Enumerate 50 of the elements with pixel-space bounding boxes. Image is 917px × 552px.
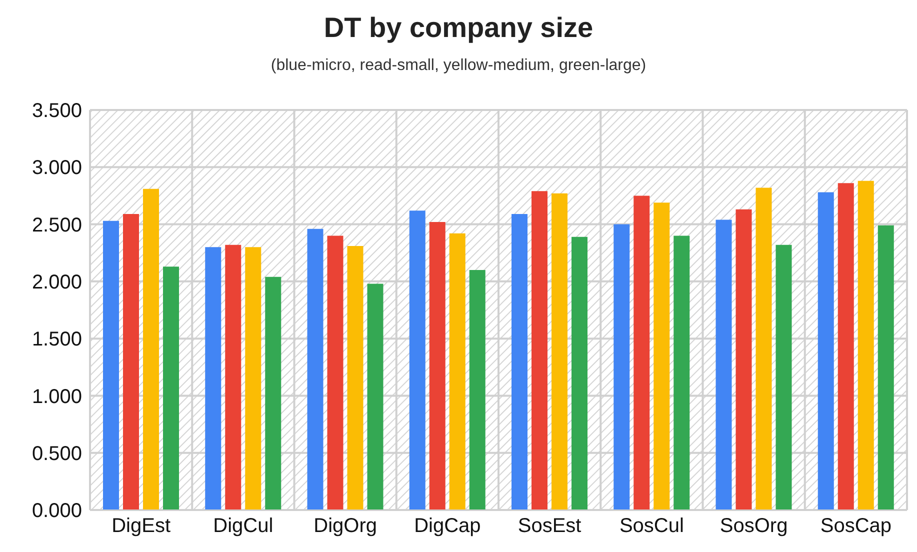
x-tick-label: DigEst [112, 515, 171, 538]
bar [245, 247, 262, 510]
bar [449, 233, 466, 510]
bar [143, 188, 159, 510]
bar [103, 220, 119, 510]
bar [307, 228, 324, 510]
y-tick-label: 3.500 [32, 100, 82, 122]
bar [654, 202, 670, 510]
bar [572, 236, 588, 510]
x-tick-label: SosCap [820, 515, 892, 538]
y-tick-label: 2.500 [32, 214, 82, 236]
bar [878, 225, 894, 510]
bar [634, 196, 650, 510]
x-tick-label: SosEst [518, 515, 582, 538]
bar [532, 191, 548, 510]
bar [776, 244, 792, 510]
bar [225, 244, 242, 510]
bar [552, 193, 568, 510]
bar [736, 209, 752, 510]
bar [327, 236, 344, 510]
y-tick-label: 1.000 [32, 386, 82, 408]
y-tick-label: 2.000 [32, 272, 82, 294]
y-tick-label: 1.500 [32, 328, 82, 351]
bar [858, 180, 874, 510]
bar [674, 236, 690, 510]
bar [614, 224, 630, 510]
x-tick-label: DigCul [213, 515, 274, 538]
bar [512, 214, 528, 510]
chart-subtitle: (blue-micro, read-small, yellow-medium, green-large) [270, 56, 648, 76]
bar [818, 192, 834, 510]
y-tick-label: 0.500 [32, 442, 82, 465]
x-tick-label: DigOrg [314, 515, 377, 538]
y-tick-label: 3.000 [32, 157, 82, 180]
bar [265, 276, 282, 510]
x-tick-label: SosOrg [720, 515, 788, 538]
y-tick-label: 0.000 [32, 500, 82, 522]
bar [347, 246, 364, 510]
bar [838, 183, 854, 510]
bar [205, 247, 222, 510]
bar [429, 222, 446, 510]
x-tick-label: SosCul [619, 515, 684, 538]
x-tick-label: DigCap [414, 515, 481, 538]
bar [716, 220, 732, 510]
bar [756, 188, 772, 510]
bar [367, 284, 384, 510]
bar [163, 266, 179, 510]
bar [409, 210, 426, 510]
bar [469, 270, 486, 510]
bar [123, 214, 139, 510]
chart-title: DT by company size [322, 11, 594, 45]
